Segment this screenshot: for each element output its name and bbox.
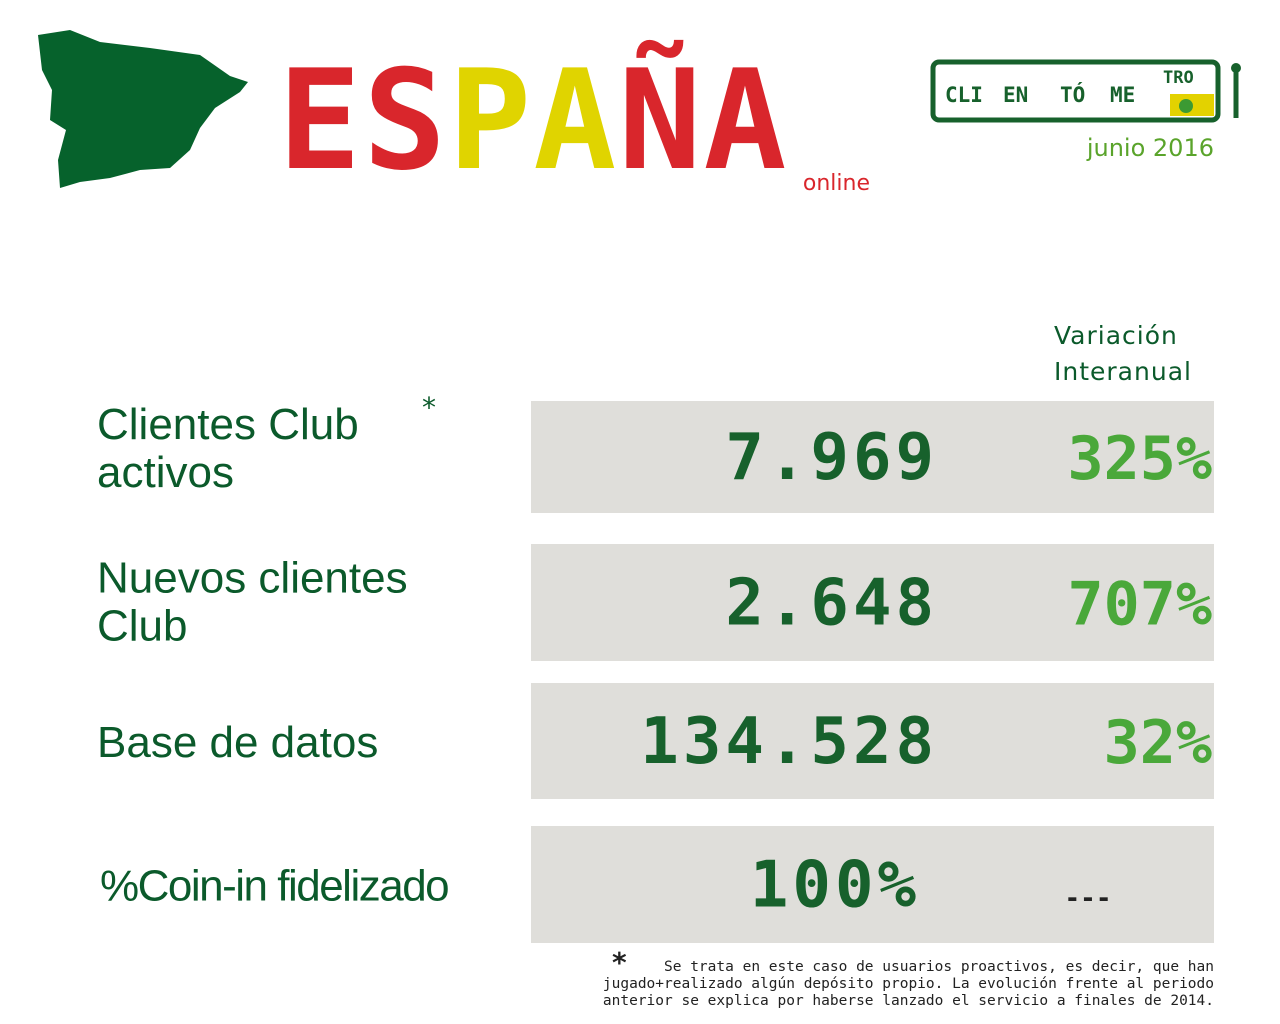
logo-clover xyxy=(1179,99,1193,113)
column-header: Interanual xyxy=(1054,357,1192,386)
spain-map xyxy=(38,30,248,188)
logo: CLI EN TÓ ME TRO xyxy=(945,68,1214,116)
row-label: Club xyxy=(97,602,188,651)
logo-text: ME xyxy=(1110,83,1135,107)
row-box xyxy=(531,683,1214,799)
row-box xyxy=(531,401,1214,513)
title: ESPAÑA xyxy=(278,40,789,201)
logo-text: CLI xyxy=(945,83,983,107)
row-marker: * xyxy=(422,391,436,424)
row-box xyxy=(531,826,1214,943)
row-label: Base de datos xyxy=(97,718,378,767)
logo-text: TRO xyxy=(1163,68,1194,88)
logo-frame xyxy=(930,59,1221,123)
row-label: Nuevos clientes xyxy=(97,554,408,603)
row-value: 100% xyxy=(750,849,920,923)
row-variation: --- xyxy=(1065,884,1112,914)
row-value: 7.969 xyxy=(725,421,938,495)
row-value: 2.648 xyxy=(725,567,938,641)
row-variation: 32% xyxy=(1104,708,1212,778)
row-variation: 325% xyxy=(1068,424,1213,494)
footnote-line: jugado+realizado algún depósito propio. … xyxy=(603,976,1214,992)
footnote-line: Se trata en este caso de usuarios proact… xyxy=(664,959,1214,975)
footnote: Se trata en este caso de usuarios proact… xyxy=(603,959,1214,1009)
footnote-marker: * xyxy=(612,946,627,979)
row-variation: 707% xyxy=(1068,570,1213,640)
logo-knob xyxy=(1231,63,1241,73)
row-value: 134.528 xyxy=(640,705,938,779)
logo-text: EN xyxy=(1003,83,1028,107)
logo-text: TÓ xyxy=(1060,82,1085,107)
footnote-line: anterior se explica por haberse lanzado … xyxy=(603,993,1214,1009)
row-box xyxy=(531,544,1214,661)
row-label: Clientes Club xyxy=(97,400,359,449)
date: junio 2016 xyxy=(1086,134,1214,162)
subtitle: online xyxy=(803,171,870,196)
row-label: %Coin-in fidelizado xyxy=(100,862,448,911)
column-header: Variación xyxy=(1054,321,1178,350)
row-label: activos xyxy=(97,448,234,497)
